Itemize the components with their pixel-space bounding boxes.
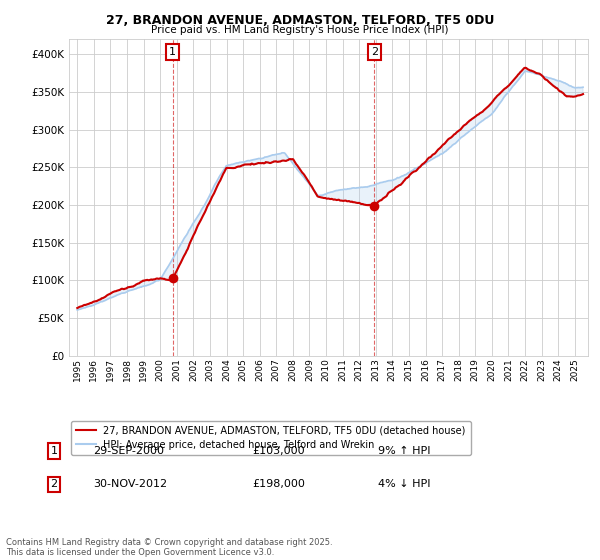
Text: 9% ↑ HPI: 9% ↑ HPI: [378, 446, 431, 456]
Text: 2: 2: [50, 479, 58, 489]
Text: 30-NOV-2012: 30-NOV-2012: [93, 479, 167, 489]
Text: 29-SEP-2000: 29-SEP-2000: [93, 446, 164, 456]
Text: £198,000: £198,000: [252, 479, 305, 489]
Text: 27, BRANDON AVENUE, ADMASTON, TELFORD, TF5 0DU: 27, BRANDON AVENUE, ADMASTON, TELFORD, T…: [106, 14, 494, 27]
Text: 4% ↓ HPI: 4% ↓ HPI: [378, 479, 431, 489]
Legend: 27, BRANDON AVENUE, ADMASTON, TELFORD, TF5 0DU (detached house), HPI: Average pr: 27, BRANDON AVENUE, ADMASTON, TELFORD, T…: [71, 421, 470, 455]
Text: 1: 1: [169, 47, 176, 57]
Text: £103,000: £103,000: [252, 446, 305, 456]
Text: 1: 1: [50, 446, 58, 456]
Text: Price paid vs. HM Land Registry's House Price Index (HPI): Price paid vs. HM Land Registry's House …: [151, 25, 449, 35]
Text: Contains HM Land Registry data © Crown copyright and database right 2025.
This d: Contains HM Land Registry data © Crown c…: [6, 538, 332, 557]
Text: 2: 2: [371, 47, 378, 57]
